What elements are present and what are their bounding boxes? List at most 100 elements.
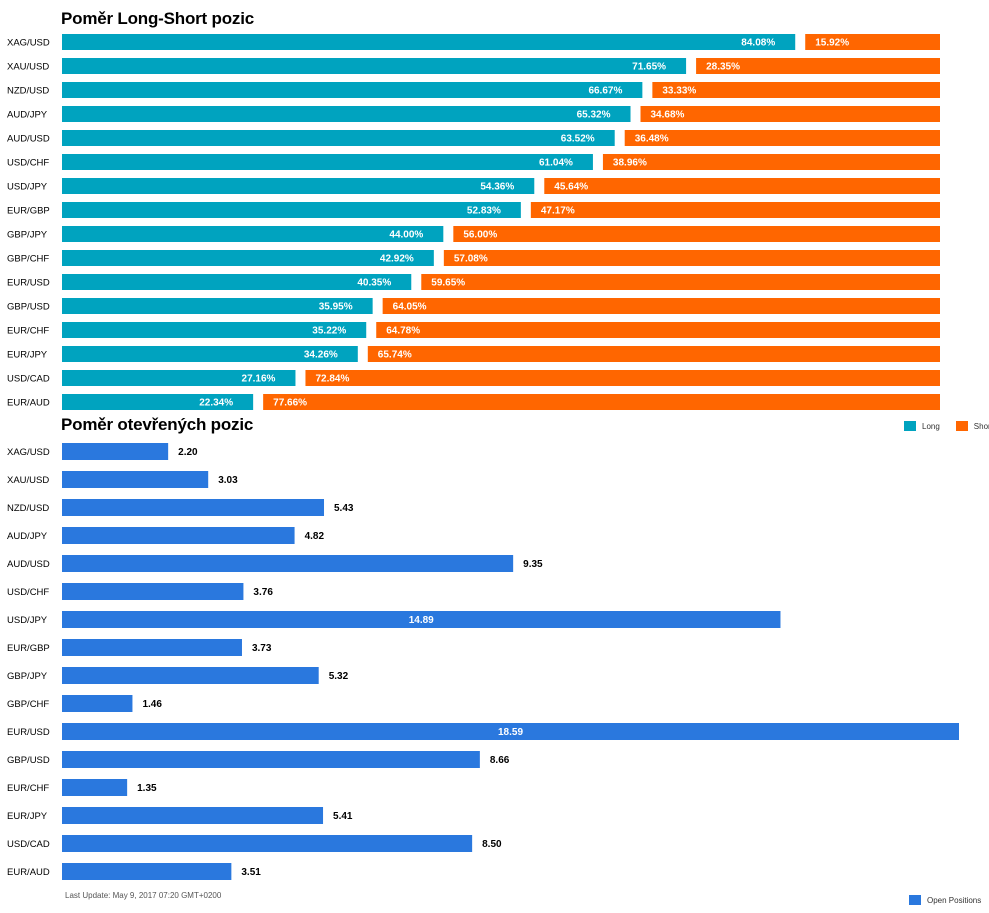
- short-bar: [367, 346, 940, 362]
- open-positions-value-label: 5.41: [333, 811, 353, 822]
- short-bar: [305, 370, 940, 386]
- long-bar: [62, 154, 593, 170]
- long-value-label: 27.16%: [242, 374, 276, 385]
- short-value-label: 64.05%: [393, 302, 427, 313]
- short-value-label: 38.96%: [613, 158, 647, 169]
- open-positions-bar: [62, 779, 128, 796]
- category-label: GBP/USD: [7, 302, 50, 313]
- category-label: USD/JPY: [7, 615, 48, 626]
- legend-label-long: Long: [922, 421, 940, 431]
- category-label: EUR/JPY: [7, 350, 48, 361]
- short-value-label: 28.35%: [706, 62, 740, 73]
- long-bar: [62, 58, 687, 74]
- category-label: EUR/AUD: [7, 867, 50, 878]
- open-positions-bar: [62, 611, 781, 628]
- chart-title-long-short: Poměr Long-Short pozic: [61, 9, 254, 28]
- open-positions-bar: [62, 667, 319, 684]
- short-value-label: 77.66%: [273, 398, 307, 409]
- short-value-label: 65.74%: [378, 350, 412, 361]
- short-bar: [805, 34, 940, 50]
- short-bar: [624, 130, 940, 146]
- long-bar: [62, 322, 367, 338]
- long-value-label: 42.92%: [380, 254, 414, 265]
- short-value-label: 34.68%: [651, 110, 685, 121]
- category-label: GBP/JPY: [7, 230, 48, 241]
- legend-label-open: Open Positions: [927, 895, 982, 905]
- short-bar: [453, 226, 940, 242]
- open-positions-value-label: 1.46: [142, 699, 162, 710]
- category-label: XAU/USD: [7, 62, 49, 73]
- long-value-label: 40.35%: [357, 278, 391, 289]
- long-value-label: 34.26%: [304, 350, 338, 361]
- short-bar: [652, 82, 940, 98]
- open-positions-value-label: 3.51: [241, 867, 261, 878]
- category-label: GBP/CHF: [7, 699, 49, 710]
- category-label: AUD/USD: [7, 559, 50, 570]
- short-bar: [602, 154, 940, 170]
- short-value-label: 36.48%: [635, 134, 669, 145]
- open-positions-bar: [62, 863, 232, 880]
- open-positions-bar: [62, 583, 244, 600]
- category-label: USD/CHF: [7, 158, 49, 169]
- open-positions-bar: [62, 555, 514, 572]
- open-positions-value-label: 9.35: [523, 559, 543, 570]
- open-positions-bar: [62, 527, 295, 544]
- legend-swatch-open: [909, 895, 921, 905]
- legend-swatch-short: [955, 421, 968, 431]
- short-value-label: 15.92%: [815, 38, 849, 49]
- short-bar: [376, 322, 941, 338]
- long-value-label: 44.00%: [389, 230, 423, 241]
- open-positions-value-label: 4.82: [305, 531, 325, 542]
- long-bar: [62, 250, 434, 266]
- category-label: AUD/USD: [7, 134, 50, 145]
- open-positions-bar: [62, 443, 169, 460]
- open-positions-value-label: 2.20: [178, 447, 198, 458]
- open-positions-value-label: 8.50: [482, 839, 502, 850]
- short-value-label: 72.84%: [315, 374, 349, 385]
- short-bar: [263, 394, 940, 410]
- open-positions-bar: [62, 807, 324, 824]
- short-value-label: 45.64%: [554, 182, 588, 193]
- category-label: EUR/JPY: [7, 811, 48, 822]
- long-bar: [62, 130, 615, 146]
- short-bar: [382, 298, 940, 314]
- chart-title-open-positions: Poměr otevřených pozic: [61, 415, 254, 434]
- long-value-label: 65.32%: [577, 110, 611, 121]
- category-label: GBP/USD: [7, 755, 50, 766]
- category-label: USD/CAD: [7, 839, 50, 850]
- category-label: GBP/JPY: [7, 671, 48, 682]
- category-label: USD/CHF: [7, 587, 49, 598]
- short-bar: [443, 250, 940, 266]
- category-label: USD/JPY: [7, 182, 48, 193]
- long-bar: [62, 178, 535, 194]
- legend-long-short: Long Short: [904, 421, 989, 431]
- open-positions-bar: [62, 751, 480, 768]
- last-update-text: Last Update: May 9, 2017 07:20 GMT+0200: [65, 891, 222, 900]
- open-positions-value-label: 18.59: [498, 727, 523, 738]
- category-label: EUR/AUD: [7, 398, 50, 409]
- short-bar: [421, 274, 940, 290]
- open-positions-value-label: 3.76: [253, 587, 273, 598]
- open-positions-bar: [62, 499, 325, 516]
- short-bar: [544, 178, 940, 194]
- short-value-label: 56.00%: [463, 230, 497, 241]
- short-value-label: 64.78%: [386, 326, 420, 337]
- category-label: EUR/USD: [7, 727, 50, 738]
- short-value-label: 33.33%: [662, 86, 696, 97]
- legend-open-positions: Open Positions: [909, 895, 981, 905]
- long-bar: [62, 202, 521, 218]
- category-label: EUR/GBP: [7, 643, 50, 654]
- category-label: AUD/JPY: [7, 110, 48, 121]
- long-value-label: 22.34%: [199, 398, 233, 409]
- long-value-label: 84.08%: [741, 38, 775, 49]
- category-label: EUR/GBP: [7, 206, 50, 217]
- short-value-label: 59.65%: [431, 278, 465, 289]
- long-value-label: 35.22%: [312, 326, 346, 337]
- category-label: GBP/CHF: [7, 254, 49, 265]
- category-label: EUR/USD: [7, 278, 50, 289]
- long-value-label: 61.04%: [539, 158, 573, 169]
- open-positions-bar: [62, 835, 473, 852]
- open-positions-value-label: 1.35: [137, 783, 157, 794]
- open-positions-bar: [62, 639, 242, 656]
- open-positions-value-label: 8.66: [490, 755, 510, 766]
